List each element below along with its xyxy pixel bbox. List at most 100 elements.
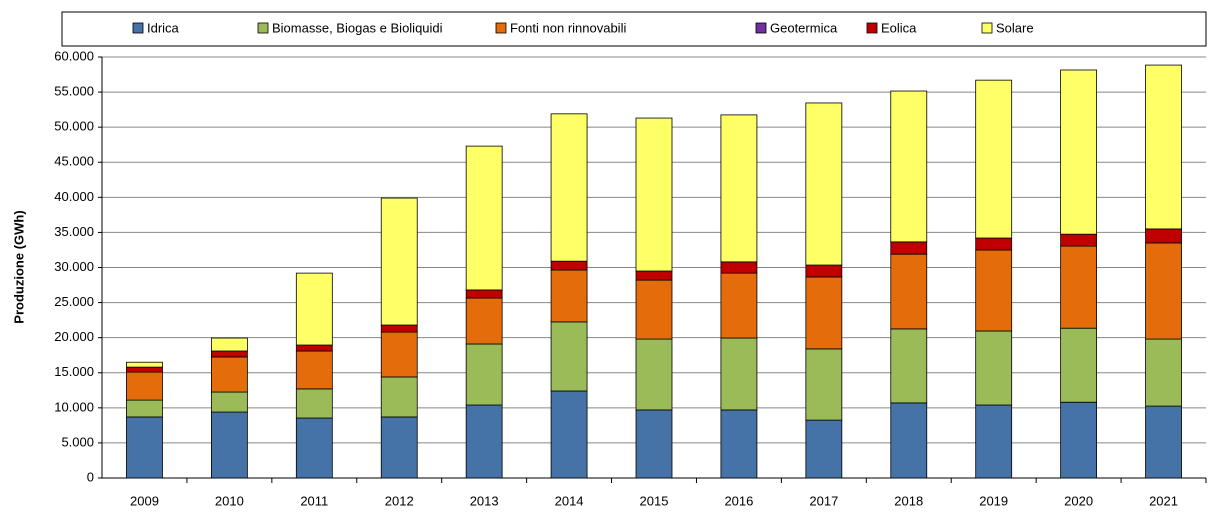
- x-tick-label: 2020: [1064, 493, 1093, 508]
- legend-swatch: [132, 22, 144, 34]
- y-tick-label: 0: [87, 469, 94, 484]
- x-tick-label: 2013: [470, 493, 499, 508]
- bar-segment: [126, 361, 163, 368]
- legend-swatch: [866, 22, 878, 34]
- bar-segment: [890, 328, 928, 404]
- x-tick-label: 2014: [555, 493, 584, 508]
- bar-segment: [295, 417, 333, 479]
- bar-segment: [210, 337, 248, 352]
- bar-segment: [720, 409, 758, 479]
- x-tick-label: 2012: [385, 493, 414, 508]
- bar-segment: [126, 399, 163, 418]
- bar-segment: [550, 113, 588, 262]
- bar-segment: [380, 376, 418, 418]
- bar-segment: [380, 331, 418, 378]
- bar-segment: [635, 279, 673, 340]
- y-tick-label: 45.000: [54, 154, 94, 169]
- bar-segment: [210, 356, 248, 393]
- y-axis-label: Produzione (GWh): [11, 210, 26, 323]
- bar-segment: [805, 348, 843, 421]
- bar-segment: [465, 343, 503, 406]
- legend-swatch: [257, 22, 269, 34]
- y-tick-label: 5.000: [61, 434, 94, 449]
- bar-segment: [805, 419, 843, 479]
- bar-segment: [975, 79, 1013, 239]
- bar-segment: [805, 264, 843, 278]
- bar-segment: [465, 297, 503, 345]
- x-tick-label: 2016: [724, 493, 753, 508]
- bar-segment: [975, 330, 1013, 406]
- legend-label: Idrica: [147, 20, 180, 35]
- y-tick-label: 20.000: [54, 329, 94, 344]
- bar-segment: [720, 261, 758, 274]
- y-tick-label: 35.000: [54, 224, 94, 239]
- bar-segment: [1060, 401, 1098, 479]
- bar-segment: [1060, 245, 1098, 329]
- x-tick-label: 2009: [130, 493, 159, 508]
- legend-label: Eolica: [881, 20, 917, 35]
- bar-segment: [550, 321, 588, 392]
- bar-segment: [975, 237, 1013, 251]
- y-tick-label: 50.000: [54, 119, 94, 134]
- x-tick-label: 2019: [979, 493, 1008, 508]
- bar-segment: [635, 338, 673, 411]
- legend-swatch: [981, 22, 993, 34]
- bar-segment: [210, 350, 248, 358]
- bar-segment: [1060, 69, 1098, 235]
- bar-segment: [210, 411, 248, 479]
- bar-segment: [890, 90, 928, 243]
- x-tick-label: 2015: [640, 493, 669, 508]
- legend-label: Geotermica: [770, 20, 838, 35]
- bar-segment: [550, 269, 588, 323]
- bar-segment: [635, 409, 673, 479]
- bar-segment: [210, 391, 248, 413]
- y-tick-label: 30.000: [54, 259, 94, 274]
- x-tick-label: 2018: [894, 493, 923, 508]
- bar-segment: [465, 404, 503, 479]
- bar-segment: [550, 260, 588, 271]
- bar-segment: [805, 102, 843, 266]
- legend-box: [61, 11, 1207, 47]
- bar-segment: [465, 145, 503, 291]
- bar-segment: [975, 249, 1013, 332]
- bar-segment: [126, 416, 163, 479]
- y-tick-label: 55.000: [54, 84, 94, 99]
- x-tick-label: 2010: [215, 493, 244, 508]
- y-tick-label: 15.000: [54, 364, 94, 379]
- bar-segment: [720, 114, 758, 263]
- legend-label: Solare: [996, 20, 1034, 35]
- y-tick-label: 60.000: [54, 48, 94, 63]
- bar-segment: [126, 366, 163, 373]
- bar-segment: [890, 241, 928, 255]
- x-tick-label: 2017: [809, 493, 838, 508]
- bar-segment: [1060, 233, 1098, 247]
- bar-segment: [1145, 405, 1182, 479]
- bar-segment: [720, 272, 758, 339]
- y-tick-label: 25.000: [54, 294, 94, 309]
- bar-segment: [465, 289, 503, 299]
- bar-segment: [635, 270, 673, 281]
- legend-swatch: [755, 22, 767, 34]
- x-tick-label: 2021: [1149, 493, 1178, 508]
- bar-segment: [1145, 242, 1182, 340]
- x-tick-label: 2011: [300, 493, 328, 508]
- bar-segment: [890, 402, 928, 479]
- bar-segment: [295, 344, 333, 352]
- bar-segment: [635, 117, 673, 272]
- bar-segment: [126, 371, 163, 401]
- bar-segment: [380, 324, 418, 333]
- bar-segment: [1145, 338, 1182, 407]
- bar-segment: [295, 388, 333, 419]
- bar-segment: [1145, 64, 1182, 230]
- bar-segment: [550, 390, 588, 479]
- bar-segment: [295, 350, 333, 390]
- legend-label: Fonti non rinnovabili: [510, 20, 626, 35]
- bar-segment: [380, 416, 418, 479]
- y-tick-label: 40.000: [54, 189, 94, 204]
- bar-segment: [720, 337, 758, 411]
- bar-segment: [295, 272, 333, 346]
- bar-segment: [805, 276, 843, 350]
- bar-segment: [1145, 228, 1182, 244]
- bar-segment: [890, 253, 928, 330]
